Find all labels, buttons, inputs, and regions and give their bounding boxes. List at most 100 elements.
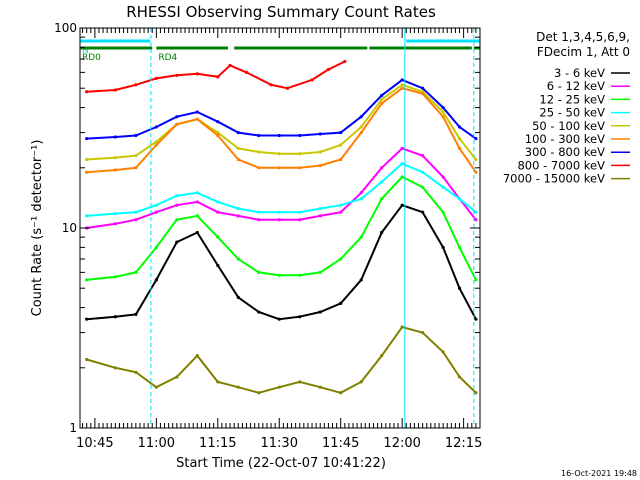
- data-point: [195, 214, 199, 218]
- y-axis-label: Count Rate (s⁻¹ detector⁻¹): [30, 140, 45, 317]
- data-point: [474, 210, 478, 214]
- data-point: [113, 168, 117, 172]
- data-point: [134, 270, 138, 274]
- data-point: [339, 210, 343, 214]
- data-point: [154, 140, 158, 144]
- data-point: [474, 391, 478, 395]
- data-point: [216, 235, 220, 239]
- data-point: [400, 146, 404, 151]
- data-point: [134, 154, 138, 158]
- data-point: [195, 230, 199, 235]
- data-point: [421, 170, 425, 174]
- data-point: [257, 133, 261, 138]
- data-point: [421, 185, 425, 189]
- legend-label: 50 - 100 keV: [532, 119, 605, 133]
- data-point: [298, 210, 302, 214]
- legend-label: 25 - 50 keV: [539, 106, 605, 120]
- data-point: [298, 273, 302, 277]
- series-5: [85, 86, 478, 174]
- x-tick-label: 12:00: [383, 436, 420, 451]
- data-point: [113, 88, 117, 92]
- data-point: [216, 75, 220, 79]
- data-point: [277, 152, 281, 156]
- legend-header: Det 1,3,4,5,6,9,: [536, 30, 630, 44]
- data-point: [257, 166, 261, 170]
- data-point: [318, 214, 322, 218]
- data-point: [380, 180, 384, 184]
- data-point: [318, 150, 322, 154]
- data-point: [154, 143, 158, 147]
- series-2: [85, 175, 478, 282]
- data-point: [400, 78, 404, 82]
- data-point: [195, 117, 199, 121]
- data-point: [85, 157, 89, 162]
- series-line: [86, 162, 477, 217]
- data-point: [318, 207, 322, 211]
- data-point: [457, 136, 462, 141]
- data-point: [298, 152, 302, 156]
- data-point: [318, 310, 322, 314]
- data-point: [216, 133, 220, 138]
- data-layer: [85, 59, 478, 395]
- data-point: [457, 245, 462, 249]
- data-point: [216, 380, 220, 384]
- data-point: [318, 270, 322, 274]
- data-point: [236, 130, 240, 135]
- data-point: [154, 76, 158, 80]
- data-point: [400, 175, 404, 179]
- data-point: [400, 325, 404, 329]
- y-tick-label: 1: [69, 421, 77, 435]
- series-3: [85, 161, 478, 218]
- x-tick-label: 11:00: [138, 436, 175, 451]
- series-0: [85, 203, 478, 321]
- data-point: [175, 375, 179, 379]
- data-point: [277, 166, 281, 170]
- data-point: [236, 295, 240, 299]
- data-point: [236, 257, 240, 261]
- data-point: [318, 132, 322, 136]
- data-point: [339, 257, 343, 261]
- data-point: [441, 115, 445, 119]
- data-point: [228, 63, 232, 68]
- data-point: [277, 218, 281, 222]
- legend-label: 800 - 7000 keV: [517, 158, 605, 172]
- data-point: [277, 317, 281, 321]
- data-point: [326, 67, 331, 72]
- data-point: [195, 200, 199, 204]
- data-point: [380, 93, 384, 98]
- series-line: [86, 204, 477, 321]
- x-tick-label: 11:45: [322, 436, 359, 451]
- data-point: [339, 203, 343, 207]
- series-line: [86, 83, 477, 161]
- series-line: [86, 175, 477, 281]
- data-point: [216, 120, 220, 124]
- legend: Det 1,3,4,5,6,9,FDecim 1, Att 0 3 - 6 keV…: [503, 30, 630, 186]
- data-point: [175, 218, 179, 222]
- series-line: [86, 87, 477, 174]
- data-point: [85, 170, 89, 174]
- data-point: [359, 278, 363, 282]
- series-7: [85, 59, 347, 94]
- data-point: [257, 218, 261, 222]
- data-point: [400, 83, 404, 87]
- data-point: [421, 91, 425, 96]
- data-point: [441, 350, 445, 354]
- data-point: [298, 315, 302, 319]
- data-point: [85, 278, 89, 282]
- data-point: [298, 218, 302, 222]
- data-point: [474, 136, 478, 141]
- x-axis: 10:45 11:00 11:15 11:30 11:45 12:00 12:15: [76, 28, 482, 451]
- chart-title: RHESSI Observing Summary Count Rates: [126, 3, 436, 21]
- data-point: [195, 191, 199, 195]
- data-point: [298, 166, 302, 170]
- data-point: [339, 301, 343, 305]
- data-point: [175, 203, 179, 207]
- data-point: [339, 391, 343, 395]
- data-point: [154, 125, 158, 129]
- data-point: [359, 380, 363, 384]
- data-point: [134, 166, 138, 170]
- legend-label: 300 - 800 keV: [525, 145, 605, 159]
- data-point: [380, 197, 384, 201]
- data-point: [236, 385, 240, 389]
